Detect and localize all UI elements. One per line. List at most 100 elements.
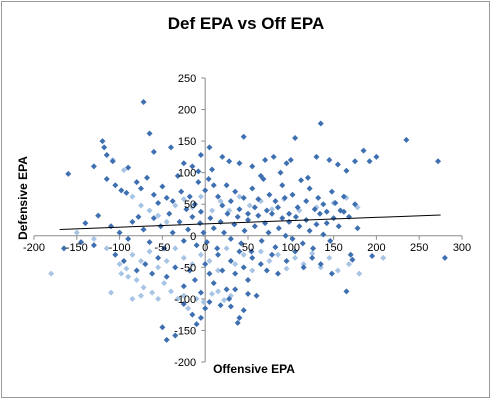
data-point (195, 168, 202, 175)
plot-area (33, 77, 463, 363)
data-point (195, 179, 202, 186)
data-point (163, 194, 170, 201)
data-point (240, 194, 247, 201)
data-point (197, 289, 204, 296)
data-point (138, 292, 144, 299)
data-point (149, 289, 156, 296)
data-point (214, 245, 221, 252)
data-point (48, 270, 55, 277)
data-point (245, 217, 251, 223)
data-point (249, 163, 256, 170)
data-point (300, 261, 307, 268)
x-tick-label: 150 (324, 242, 342, 254)
data-point (268, 206, 275, 213)
x-tick-label: -50 (154, 242, 170, 254)
data-point (332, 199, 339, 206)
data-point (274, 251, 281, 258)
y-tick-label: -50 (180, 262, 196, 274)
data-point (366, 158, 373, 165)
data-point (232, 261, 239, 268)
data-point (289, 235, 296, 242)
data-point (317, 264, 324, 271)
data-point (320, 231, 327, 238)
data-point (129, 295, 136, 302)
data-point (129, 218, 136, 225)
data-point (286, 218, 293, 225)
data-point (221, 229, 228, 236)
data-point (169, 198, 176, 205)
data-point (323, 220, 330, 227)
x-tick-label: 300 (453, 242, 471, 254)
data-point (238, 240, 245, 247)
data-point (172, 332, 179, 339)
data-point (317, 261, 324, 268)
x-tick-label: 100 (282, 242, 300, 254)
data-point (268, 251, 275, 258)
data-point (163, 258, 170, 265)
y-tick-label: -100 (174, 294, 196, 306)
data-point (210, 225, 217, 232)
data-point (240, 264, 247, 271)
data-point (227, 303, 234, 310)
data-point (313, 153, 320, 160)
data-point (123, 189, 130, 196)
data-point (109, 158, 116, 165)
x-tick-label: -150 (66, 242, 88, 254)
data-point (112, 251, 119, 258)
data-point (286, 210, 293, 217)
data-point (327, 237, 334, 244)
y-tick-labels: -200 -150 -100 -50 0 50 100 150 200 250 (174, 73, 196, 369)
data-point (226, 295, 233, 302)
data-point (240, 307, 247, 314)
data-point (189, 163, 196, 170)
data-point (292, 213, 299, 220)
data-point (236, 193, 243, 200)
x-tick-label: 250 (410, 242, 428, 254)
data-point (169, 229, 176, 236)
data-point (268, 210, 275, 217)
data-point (101, 144, 108, 151)
data-point (203, 239, 210, 246)
data-point (125, 273, 132, 280)
data-point (245, 276, 251, 283)
data-point (287, 157, 294, 164)
data-point (183, 206, 190, 213)
data-point (155, 264, 162, 271)
data-point (279, 182, 286, 189)
data-point (328, 188, 335, 195)
data-point (150, 215, 157, 222)
trendline (59, 214, 441, 230)
data-point (253, 292, 260, 299)
data-point (340, 193, 347, 200)
data-point (146, 248, 153, 255)
data-point (140, 226, 147, 233)
data-point (219, 153, 226, 160)
data-point (138, 258, 144, 265)
data-point (149, 270, 156, 277)
data-point (138, 202, 144, 209)
data-point (258, 237, 265, 244)
data-point (206, 258, 213, 265)
data-point (236, 206, 243, 213)
data-point (125, 235, 132, 242)
data-point (236, 160, 243, 167)
data-point (283, 265, 290, 272)
data-point (245, 210, 251, 217)
data-point (309, 250, 316, 257)
chart-title: Def EPA vs Off EPA (168, 14, 325, 33)
data-point (108, 223, 115, 230)
y-axis-label: Defensive EPA (16, 156, 30, 240)
data-point (369, 252, 376, 259)
data-point (120, 258, 127, 265)
data-point (352, 158, 358, 165)
data-point (209, 290, 216, 297)
data-point (157, 223, 164, 230)
y-tick-label: 0 (190, 231, 196, 243)
data-point (78, 239, 85, 246)
data-point (186, 193, 193, 200)
data-point (129, 251, 136, 258)
data-point (155, 295, 162, 302)
data-point (174, 172, 181, 179)
data-point (90, 242, 97, 249)
